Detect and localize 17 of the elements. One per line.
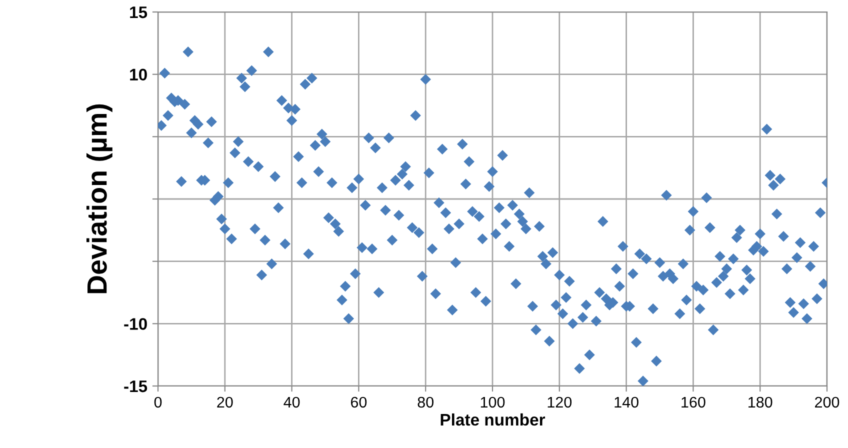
x-tick-label: 160 (682, 396, 706, 408)
x-tick-label: 0 (154, 396, 162, 408)
y-tick-label: -15 (124, 380, 148, 392)
x-tick-label: 200 (815, 396, 840, 408)
y-tick-label: 10 (130, 68, 147, 81)
x-tick-label: 40 (284, 396, 300, 408)
x-tick-label: 100 (480, 396, 505, 408)
y-axis-title: Deviation (µm) (86, 104, 112, 294)
x-tick-label: 120 (548, 396, 572, 408)
x-tick-label: 80 (418, 396, 434, 408)
x-tick-label: 20 (217, 396, 233, 408)
x-tick-label: 140 (614, 396, 638, 408)
y-tick-label: 15 (130, 6, 148, 18)
x-tick-label: 60 (350, 396, 367, 408)
x-tick-label: 180 (748, 396, 772, 408)
x-axis-title: Plate number (440, 413, 546, 426)
y-tick-label: -10 (124, 318, 147, 330)
